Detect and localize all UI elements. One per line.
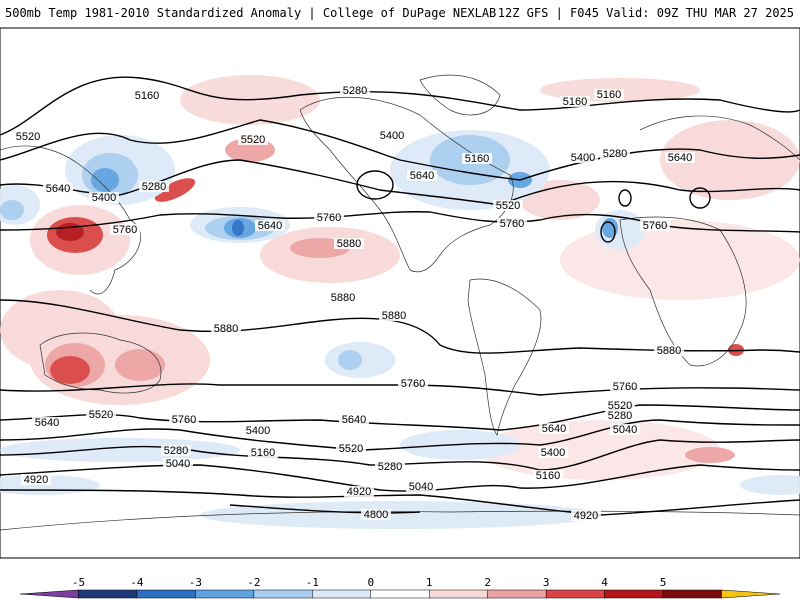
contour-label: 5400 — [571, 152, 595, 164]
colorbar-swatch — [19, 589, 79, 599]
contour-label: 5760 — [643, 220, 667, 232]
contour-label: 5880 — [337, 238, 361, 250]
contour-label: 5280 — [603, 148, 627, 160]
colorbar-swatch — [136, 589, 196, 599]
contour-label: 5640 — [410, 170, 434, 182]
contour-label: 5160 — [536, 470, 560, 482]
anomaly-shading — [0, 75, 800, 529]
contour-label: 5160 — [135, 90, 159, 102]
colorbar — [19, 589, 781, 599]
contour-label: 5760 — [613, 381, 637, 393]
contour-label: 5160 — [465, 153, 489, 165]
colorbar-swatch — [78, 589, 138, 599]
contour-label: 5640 — [542, 423, 566, 435]
contour-label: 5400 — [92, 192, 116, 204]
colorbar-label: -4 — [130, 576, 144, 589]
colorbar-label: -3 — [188, 576, 202, 589]
contour-label: 5880 — [657, 345, 681, 357]
colorbar-label: 1 — [425, 576, 433, 589]
contour-label: 5280 — [142, 181, 166, 193]
contour-label: 5640 — [258, 220, 282, 232]
contour-label: 5640 — [342, 414, 366, 426]
contour-label: 5160 — [251, 447, 275, 459]
contour-label: 5400 — [380, 130, 404, 142]
contour-label: 5880 — [331, 292, 355, 304]
contour-label: 4800 — [364, 509, 388, 521]
colorbar-label: 4 — [601, 576, 608, 589]
contour-label: 5160 — [597, 89, 621, 101]
colorbar-label: -2 — [247, 576, 261, 589]
contour-label: 5040 — [613, 424, 637, 436]
colorbar-swatch — [662, 589, 722, 599]
contour-label: 5280 — [343, 85, 367, 97]
contour-label: 5280 — [164, 445, 188, 457]
contour-label: 5760 — [401, 378, 425, 390]
contour-label: 5040 — [409, 481, 433, 493]
contour-label: 5760 — [500, 218, 524, 230]
colorbar-label: 0 — [367, 576, 375, 589]
contour-label: 5520 — [608, 400, 632, 412]
colorbar-swatch — [253, 589, 313, 599]
colorbar-label: -5 — [71, 576, 86, 589]
colorbar-swatch — [312, 589, 372, 599]
colorbar-label: -1 — [305, 576, 319, 589]
contour-label: 5400 — [541, 447, 565, 459]
colorbar-swatch — [545, 589, 605, 599]
model-run-info: 12Z GFS | F045 Valid: 09Z THU MAR 27 202… — [497, 6, 794, 20]
colorbar-label: 2 — [484, 576, 491, 589]
contour-label: 5400 — [246, 425, 270, 437]
contour-label: 5520 — [89, 409, 113, 421]
contour-label: 5880 — [214, 323, 238, 335]
contour-label: 5880 — [382, 310, 406, 322]
contour-label: 5520 — [496, 200, 520, 212]
contour-label: 5520 — [241, 134, 265, 146]
contour-label: 5760 — [113, 224, 137, 236]
contour-label: 5760 — [317, 212, 341, 224]
contour-label: 5160 — [563, 96, 587, 108]
contour-label: 5760 — [172, 414, 196, 426]
colorbar-swatch — [428, 589, 488, 599]
colorbar-swatch — [195, 589, 255, 599]
contour-label: 5280 — [608, 410, 632, 422]
contour-label: 5040 — [166, 458, 190, 470]
colorbar-swatch — [604, 589, 664, 599]
contour-label: 4920 — [347, 486, 371, 498]
colorbar-swatch — [487, 589, 547, 599]
map-title: 500mb Temp 1981-2010 Standardized Anomal… — [5, 6, 497, 20]
contour-label: 4920 — [574, 510, 598, 522]
contour-label: 4920 — [24, 474, 48, 486]
contour-label: 5640 — [668, 152, 692, 164]
colorbar-swatch — [370, 589, 430, 599]
contour-label: 5520 — [339, 443, 363, 455]
colorbar-swatch — [721, 589, 781, 599]
colorbar-label: 3 — [542, 576, 550, 589]
colorbar-label: 5 — [659, 576, 667, 589]
contour-label: 5520 — [16, 131, 40, 143]
contour-labels: 5160 5280 5160 5160 5520 5520 5400 5160 5400 5280… — [13, 85, 695, 522]
contour-label: 5640 — [35, 417, 59, 429]
contour-label: 5280 — [378, 461, 402, 473]
contour-label: 5640 — [46, 183, 70, 195]
